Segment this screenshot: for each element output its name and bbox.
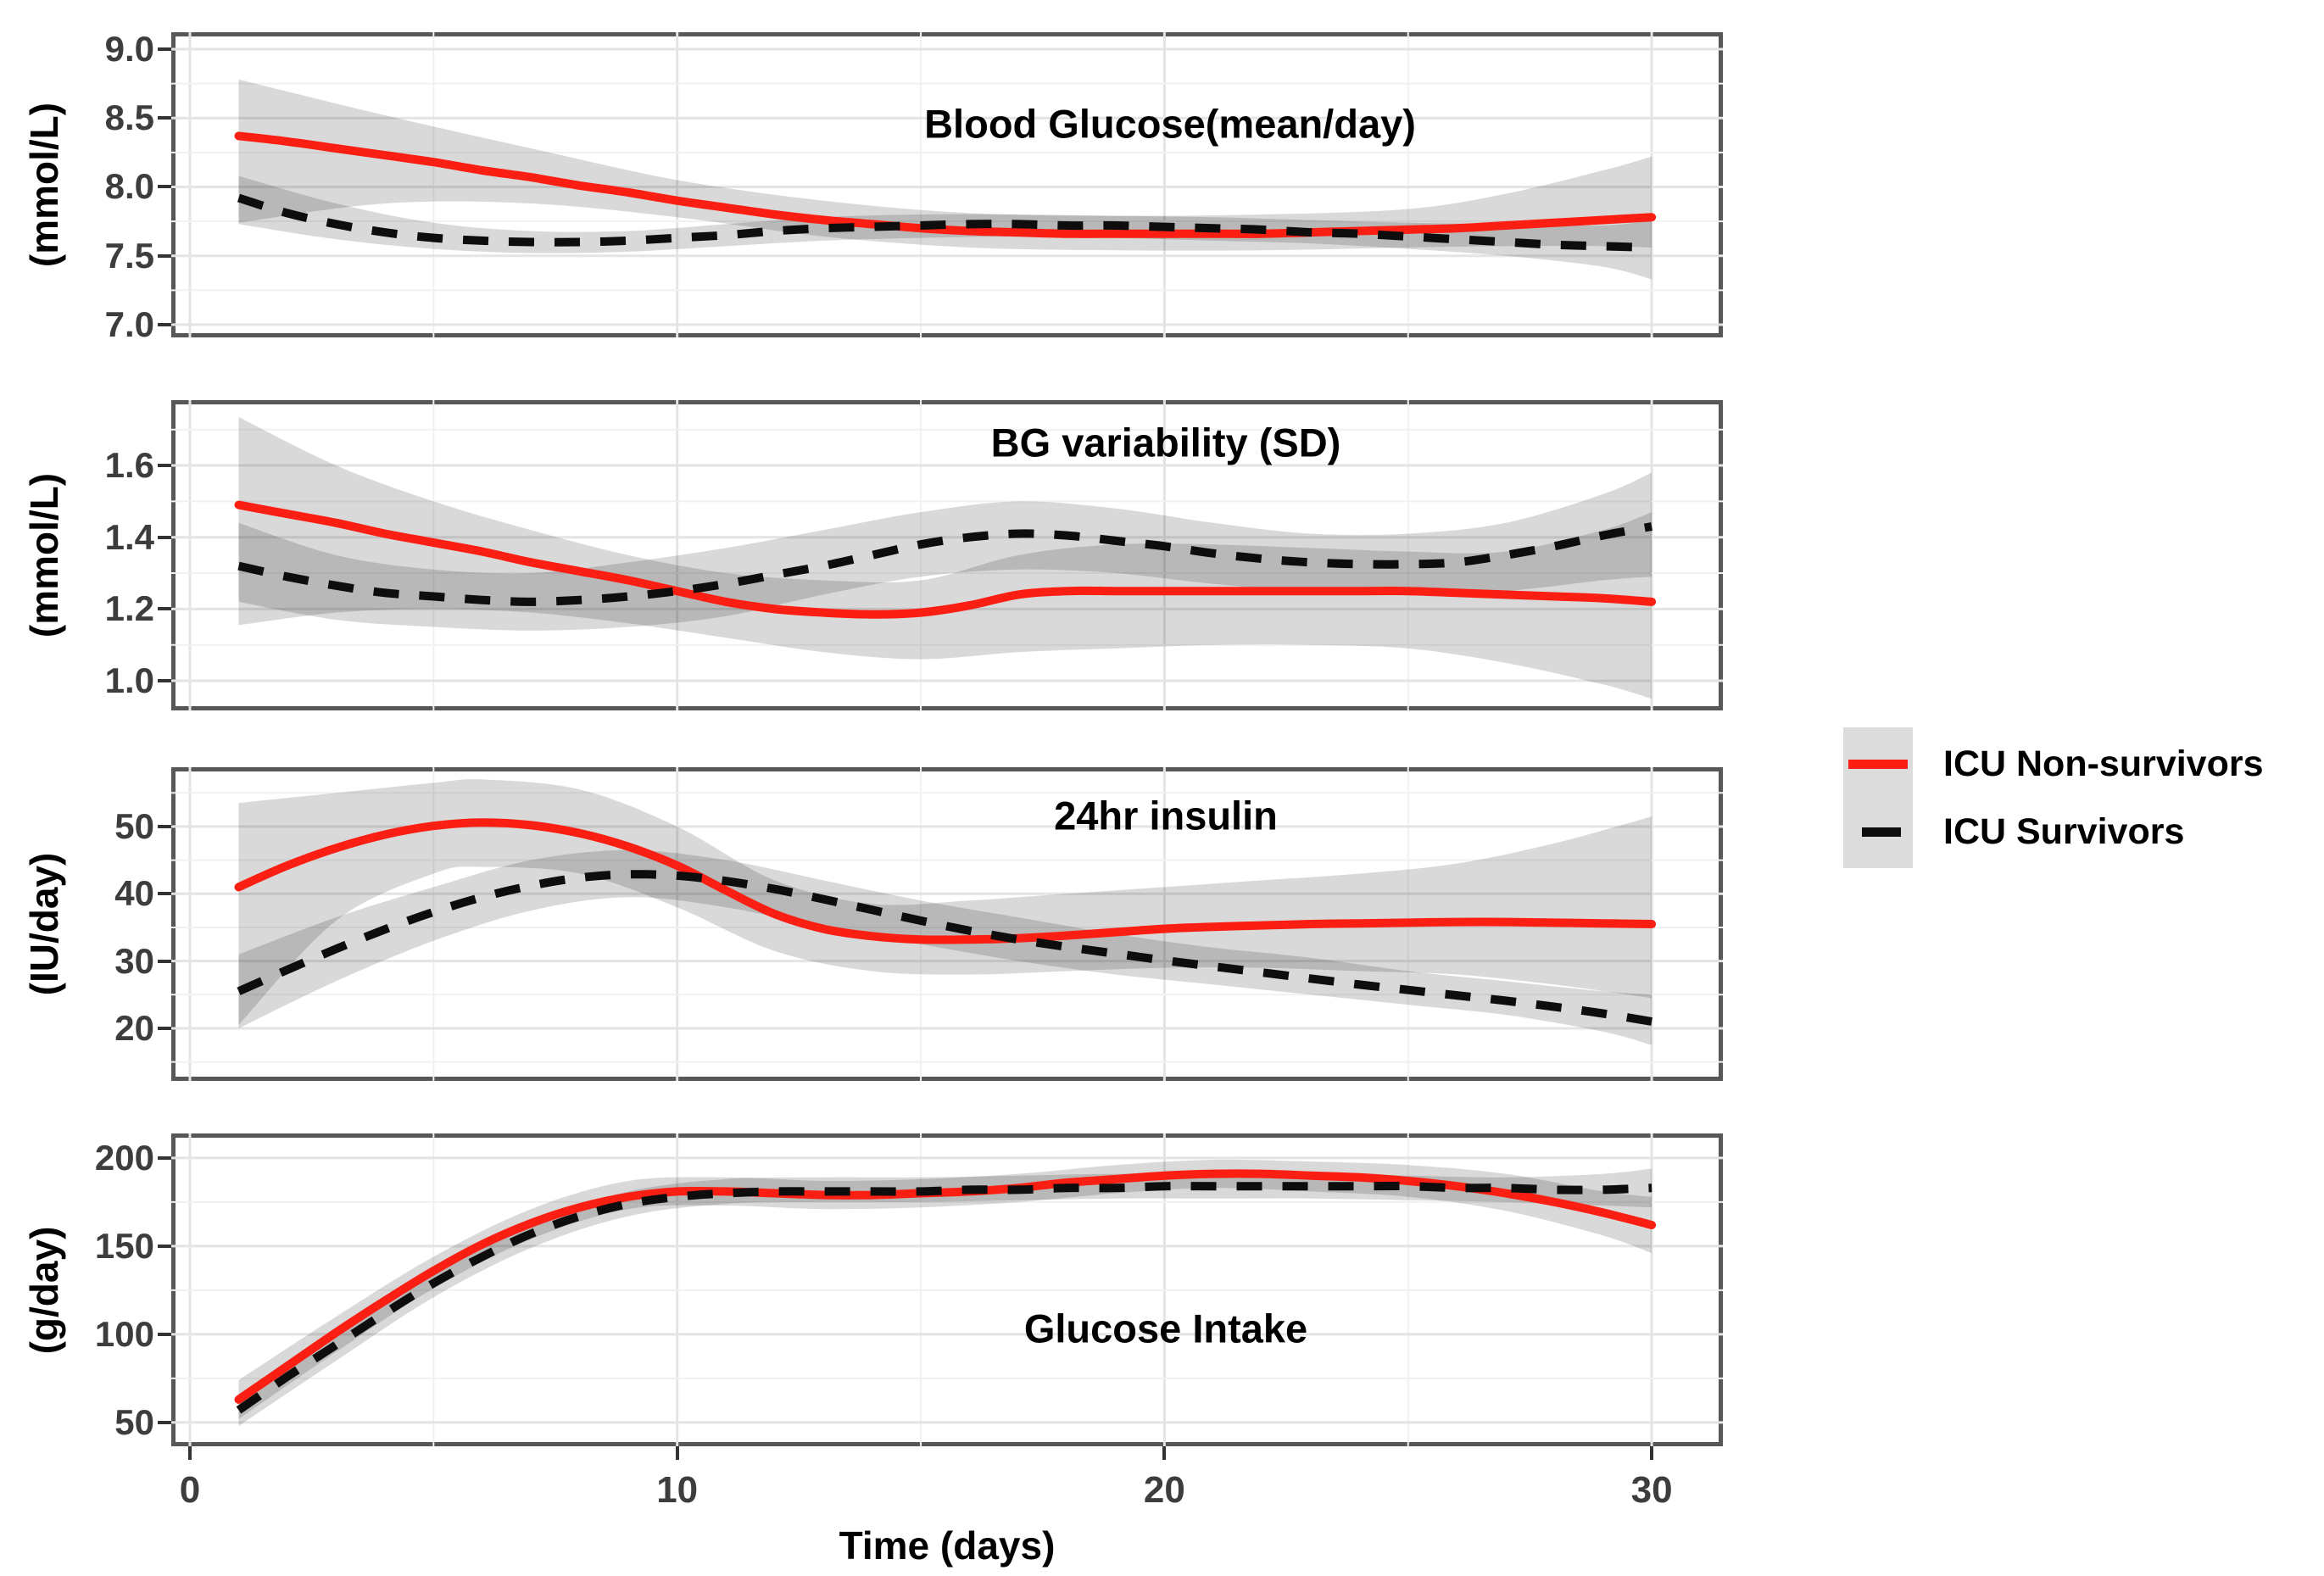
y-tick-mark — [158, 679, 171, 683]
y-axis-title-blood-glucose: (mmol/L) — [22, 102, 66, 268]
y-tick-label: 40 — [114, 873, 154, 914]
y-tick-label: 7.5 — [104, 235, 154, 276]
ci-ribbon — [238, 416, 1652, 699]
y-tick-mark — [158, 116, 171, 120]
x-tick-mark — [1162, 1446, 1167, 1460]
y-tick-mark — [158, 607, 171, 611]
x-tick-label: 10 — [656, 1469, 699, 1511]
panel-title-blood-glucose: Blood Glucose(mean/day) — [924, 101, 1416, 147]
panel-glucose-intake: Glucose Intake — [171, 1133, 1723, 1446]
x-axis-title: Time (days) — [839, 1523, 1056, 1568]
y-tick-mark — [158, 1026, 171, 1030]
y-tick-mark — [158, 253, 171, 258]
y-tick-label: 30 — [114, 940, 154, 981]
panel-blood-glucose: Blood Glucose(mean/day) — [171, 32, 1723, 337]
panel-plot-insulin — [171, 767, 1723, 1081]
x-tick-label: 30 — [1630, 1469, 1673, 1511]
legend-label-survivors: ICU Survivors — [1943, 811, 2185, 852]
y-tick-label: 20 — [114, 1007, 154, 1048]
legend-dash-survivors-icon — [1862, 827, 1901, 837]
y-tick-mark — [158, 824, 171, 828]
panel-title-bg-variability: BG variability (SD) — [990, 420, 1341, 465]
legend-label-non-survivors: ICU Non-survivors — [1943, 743, 2264, 784]
y-axis-title-glucose-intake: (g/day) — [22, 1226, 66, 1354]
x-tick-mark — [675, 1446, 679, 1460]
y-axis-title-insulin: (IU/day) — [22, 852, 66, 996]
panel-bg-variability: BG variability (SD) — [171, 400, 1723, 710]
y-tick-mark — [158, 892, 171, 896]
y-tick-label: 50 — [114, 805, 154, 846]
y-tick-label: 1.0 — [104, 660, 154, 701]
panel-plot-glucose-intake — [171, 1133, 1723, 1446]
ci-ribbon — [238, 1159, 1652, 1419]
y-tick-mark — [158, 1244, 171, 1248]
y-tick-mark — [158, 322, 171, 326]
series-line-non-survivors — [234, 818, 1657, 944]
x-tick-mark — [188, 1446, 192, 1460]
series-line-survivors — [237, 870, 1652, 1026]
legend-line-non-survivors-icon — [1848, 760, 1908, 769]
y-tick-mark — [158, 1332, 171, 1336]
series-line-non-survivors — [234, 131, 1657, 238]
ci-ribbon — [238, 849, 1652, 1045]
x-tick-mark — [1650, 1446, 1654, 1460]
y-tick-mark — [158, 1420, 171, 1424]
legend-key-background — [1843, 727, 1913, 868]
y-tick-label: 150 — [94, 1225, 154, 1266]
panel-plot-bg-variability — [171, 400, 1723, 710]
y-tick-mark — [158, 535, 171, 539]
x-tick-label: 0 — [179, 1469, 201, 1511]
y-tick-label: 50 — [114, 1401, 154, 1442]
panel-insulin: 24hr insulin — [171, 767, 1723, 1081]
y-tick-mark — [158, 47, 171, 51]
ci-ribbon — [238, 1168, 1652, 1427]
y-tick-mark — [158, 185, 171, 189]
y-tick-mark — [158, 959, 171, 963]
series-line-survivors — [237, 522, 1653, 606]
y-tick-label: 8.5 — [104, 97, 154, 138]
series-line-non-survivors — [234, 500, 1657, 619]
x-tick-label: 20 — [1143, 1469, 1185, 1511]
y-tick-label: 1.4 — [104, 516, 154, 557]
panel-title-insulin: 24hr insulin — [1054, 793, 1278, 838]
y-tick-label: 1.2 — [104, 588, 154, 629]
ci-ribbon — [238, 79, 1652, 251]
panel-title-glucose-intake: Glucose Intake — [1023, 1306, 1308, 1351]
y-tick-mark — [158, 464, 171, 468]
y-tick-label: 1.6 — [104, 445, 154, 486]
series-line-survivors — [236, 1182, 1652, 1414]
ci-ribbon — [238, 779, 1652, 1025]
series-line-survivors — [237, 193, 1652, 252]
y-tick-label: 200 — [94, 1137, 154, 1178]
y-tick-mark — [158, 1156, 171, 1160]
ci-ribbon — [238, 472, 1652, 631]
y-tick-label: 9.0 — [104, 28, 154, 69]
panel-plot-blood-glucose — [171, 32, 1723, 337]
y-axis-title-bg-variability: (mmol/L) — [22, 472, 66, 638]
y-tick-label: 100 — [94, 1313, 154, 1354]
y-tick-label: 8.0 — [104, 166, 154, 207]
y-tick-label: 7.0 — [104, 304, 154, 344]
